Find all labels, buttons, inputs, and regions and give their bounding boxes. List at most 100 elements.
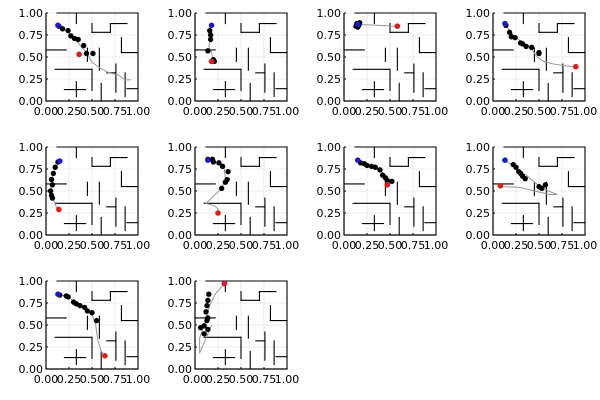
x-tick-label: 0.75 — [252, 373, 277, 386]
x-tick-label: 0.50 — [229, 105, 254, 118]
waypoint-8 — [218, 185, 225, 192]
y-tick-label: 0.00 — [466, 95, 491, 108]
x-tick-label: 1.00 — [424, 239, 449, 252]
x-tick-label: 0.00 — [34, 239, 59, 252]
y-tick-label: 0.00 — [168, 363, 193, 376]
x-tick-label: 0.00 — [183, 105, 208, 118]
waypoint-7 — [49, 195, 56, 201]
y-tick-label: 0.00 — [19, 363, 44, 376]
end-point — [208, 58, 215, 65]
waypoint-4 — [219, 163, 226, 170]
y-tick-label: 0.75 — [466, 163, 491, 176]
y-tick-label: 0.00 — [19, 95, 44, 108]
y-tick-label: 0.25 — [19, 73, 44, 86]
x-tick-label: 0.25 — [206, 373, 231, 386]
x-tick-label: 0.25 — [57, 373, 82, 386]
y-tick-label: 0.75 — [317, 29, 342, 42]
start-point — [55, 291, 61, 298]
y-tick-label: 0.50 — [19, 319, 44, 332]
waypoint-6 — [523, 43, 529, 50]
waypoint-7 — [539, 185, 545, 192]
waypoint-8 — [205, 326, 211, 333]
x-tick-label: 0.50 — [378, 105, 403, 118]
waypoint-5 — [522, 175, 528, 182]
x-tick-label: 0.75 — [550, 105, 575, 118]
subplot-4: 0.000.250.500.751.000.000.250.500.751.00 — [466, 7, 598, 118]
y-tick-label: 0.25 — [466, 207, 491, 220]
x-tick-label: 0.75 — [252, 105, 277, 118]
end-point — [76, 51, 82, 58]
trajectory-path — [356, 23, 398, 27]
start-point — [208, 22, 215, 29]
end-point — [497, 182, 504, 189]
y-tick-label: 0.25 — [317, 73, 342, 86]
x-tick-label: 0.00 — [183, 373, 208, 386]
x-tick-label: 0.00 — [183, 239, 208, 252]
x-tick-label: 0.25 — [504, 105, 529, 118]
y-tick-label: 0.50 — [19, 51, 44, 64]
y-tick-label: 0.50 — [168, 51, 193, 64]
x-tick-label: 0.25 — [57, 105, 82, 118]
end-point — [221, 280, 228, 287]
x-tick-label: 1.00 — [573, 239, 598, 252]
subplot-8: 0.000.250.500.751.000.000.250.500.751.00 — [466, 141, 598, 252]
waypoint-2 — [210, 159, 217, 165]
end-point — [573, 63, 579, 70]
x-tick-label: 0.75 — [401, 239, 426, 252]
waypoint-9 — [536, 50, 542, 57]
start-point — [355, 157, 361, 163]
waypoint-1 — [52, 164, 58, 170]
x-tick-label: 1.00 — [275, 239, 300, 252]
subplot-3: 0.000.250.500.751.000.000.250.500.751.00 — [317, 7, 449, 118]
x-tick-label: 0.00 — [34, 373, 59, 386]
end-point — [384, 182, 391, 188]
x-tick-label: 0.75 — [103, 105, 128, 118]
waypoint-5 — [377, 167, 383, 173]
waypoint-4 — [372, 164, 378, 170]
waypoint-7 — [222, 179, 229, 185]
x-tick-label: 1.00 — [573, 105, 598, 118]
waypoint-3 — [216, 160, 222, 166]
y-tick-label: 0.75 — [19, 297, 44, 310]
y-tick-label: 0.50 — [466, 51, 491, 64]
y-tick-label: 0.25 — [168, 207, 193, 220]
y-tick-label: 1.00 — [466, 7, 491, 20]
subplot-1: 0.000.250.500.751.000.000.250.500.751.00 — [19, 7, 151, 118]
waypoint-2 — [364, 162, 370, 169]
waypoint-1 — [59, 26, 66, 32]
waypoint-3 — [512, 34, 518, 41]
y-tick-label: 1.00 — [19, 7, 44, 20]
waypoint-5 — [204, 317, 210, 324]
x-tick-label: 0.00 — [332, 105, 357, 118]
y-tick-label: 0.25 — [317, 207, 342, 220]
y-tick-label: 0.50 — [19, 185, 44, 198]
y-tick-label: 0.00 — [317, 229, 342, 242]
trajectory-path — [502, 159, 558, 195]
y-tick-label: 0.25 — [168, 341, 193, 354]
y-tick-label: 0.75 — [19, 29, 44, 42]
waypoint-2 — [65, 27, 71, 34]
x-tick-label: 0.75 — [401, 105, 426, 118]
x-tick-label: 0.50 — [229, 239, 254, 252]
x-tick-label: 0.50 — [229, 373, 254, 386]
x-tick-label: 0.50 — [80, 105, 105, 118]
end-point — [394, 23, 401, 30]
x-tick-label: 1.00 — [275, 105, 300, 118]
waypoint-9 — [201, 331, 207, 337]
y-tick-label: 1.00 — [19, 141, 44, 154]
waypoint-5 — [225, 168, 231, 175]
waypoint-8 — [542, 182, 549, 188]
y-tick-label: 1.00 — [317, 7, 342, 20]
subplot-7: 0.000.250.500.751.000.000.250.500.751.00 — [317, 141, 449, 252]
waypoint-1 — [205, 297, 211, 304]
y-tick-label: 0.25 — [466, 73, 491, 86]
subplot-10: 0.000.250.500.751.000.000.250.500.751.00 — [168, 275, 300, 386]
y-tick-label: 0.50 — [317, 185, 342, 198]
x-tick-label: 1.00 — [126, 373, 151, 386]
waypoint-6 — [81, 42, 87, 49]
waypoint-9 — [93, 317, 100, 324]
y-tick-label: 0.25 — [168, 73, 193, 86]
y-tick-label: 1.00 — [466, 141, 491, 154]
waypoint-8 — [90, 50, 96, 57]
